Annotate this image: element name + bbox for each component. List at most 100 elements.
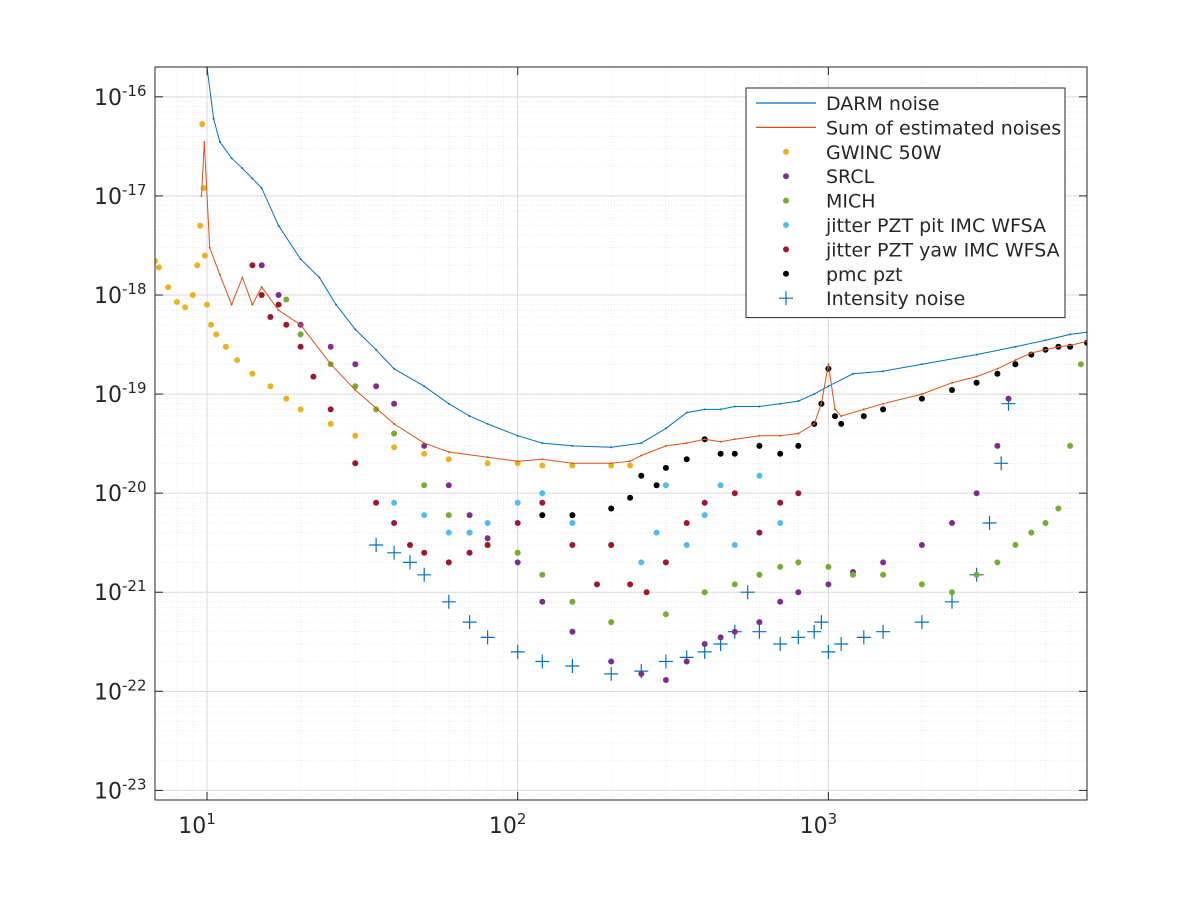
data-point: [514, 460, 521, 467]
data-point: [594, 581, 600, 588]
data-point: [914, 615, 929, 630]
data-point: [1014, 359, 1017, 362]
data-point: [643, 589, 650, 596]
data-point: [539, 490, 546, 497]
data-point: [949, 387, 955, 393]
data-point: [880, 406, 887, 413]
legend-entry: jitter PZT pit IMC WFSA: [783, 215, 1046, 237]
data-point: [740, 585, 755, 600]
series-pmc-pzt: [539, 339, 1087, 519]
data-point: [662, 482, 669, 489]
data-point: [797, 432, 800, 435]
data-point: [1069, 344, 1072, 347]
data-point: [403, 555, 417, 570]
data-point: [756, 442, 763, 449]
data-point: [283, 321, 290, 328]
data-point: [820, 402, 823, 405]
data-point: [514, 549, 521, 556]
data-point: [945, 594, 959, 609]
data-point: [838, 420, 845, 427]
data-point: [155, 264, 162, 271]
legend-entry: pmc pzt: [783, 264, 903, 286]
data-point: [994, 442, 1001, 449]
data-point: [629, 460, 632, 463]
data-point: [777, 598, 784, 605]
data-point: [234, 357, 241, 364]
data-point: [994, 456, 1009, 471]
data-point: [638, 670, 645, 677]
axes-box: [154, 66, 1088, 801]
data-point: [327, 420, 334, 427]
data-point: [541, 442, 544, 445]
series-jitter-pzt-pit-imc-wfsa: [391, 472, 784, 566]
data-point: [510, 644, 525, 659]
data-point: [821, 644, 836, 659]
data-point: [194, 262, 201, 269]
data-point: [417, 567, 432, 582]
data-point: [213, 331, 220, 338]
data-point: [949, 589, 955, 596]
data-point: [441, 594, 456, 609]
data-point: [486, 422, 489, 425]
data-point: [447, 402, 450, 405]
data-point: [756, 571, 763, 578]
data-point: [731, 490, 738, 497]
data-point: [882, 370, 885, 373]
data-point: [267, 314, 274, 320]
data-point: [249, 262, 256, 269]
data-point: [685, 442, 688, 445]
data-point: [653, 529, 660, 536]
data-point: [571, 444, 574, 447]
data-point: [541, 458, 544, 461]
data-point: [514, 559, 521, 566]
data-point: [514, 520, 521, 526]
data-point: [758, 434, 761, 437]
data-point: [275, 301, 282, 308]
data-point: [717, 634, 724, 641]
legend-entry: GWINC 50W: [783, 142, 942, 164]
data-point: [200, 194, 203, 197]
data-point: [653, 482, 660, 489]
data-point: [731, 628, 738, 635]
data-point: [701, 499, 708, 506]
data-point: [569, 628, 576, 635]
data-point: [852, 372, 854, 375]
data-point: [277, 224, 280, 227]
data-point: [779, 402, 782, 405]
legend-label: jitter PZT yaw IMC WFSA: [825, 239, 1060, 261]
legend-label: pmc pzt: [826, 264, 903, 286]
legend-label: SRCL: [826, 166, 875, 188]
data-point: [297, 343, 304, 350]
data-point: [387, 545, 402, 560]
data-point: [604, 666, 619, 681]
data-point: [795, 589, 802, 596]
data-point: [840, 415, 843, 418]
data-point: [208, 321, 214, 328]
legend-marker: [783, 246, 789, 253]
data-point: [421, 549, 428, 556]
data-point: [813, 422, 816, 425]
data-point: [717, 482, 724, 489]
data-point: [756, 529, 763, 536]
data-point: [795, 559, 802, 566]
data-point: [484, 542, 491, 548]
legend-entry: MICH: [783, 191, 876, 213]
data-point: [1044, 348, 1047, 351]
data-point: [283, 395, 290, 402]
data-point: [539, 462, 546, 469]
data-point: [880, 559, 887, 566]
data-point: [664, 444, 667, 447]
data-point: [391, 444, 398, 451]
data-point: [539, 499, 546, 506]
legend-entry: DARM noise: [756, 93, 939, 115]
y-tick-label: 10-21: [94, 577, 147, 606]
data-point: [996, 367, 999, 370]
legend-entry: jitter PZT yaw IMC WFSA: [783, 239, 1060, 261]
data-point: [610, 446, 613, 449]
data-point: [658, 654, 673, 669]
plot-series: [155, 67, 1087, 683]
data-point: [920, 393, 923, 396]
data-point: [825, 563, 832, 570]
data-point: [701, 641, 708, 647]
data-point: [468, 415, 471, 418]
